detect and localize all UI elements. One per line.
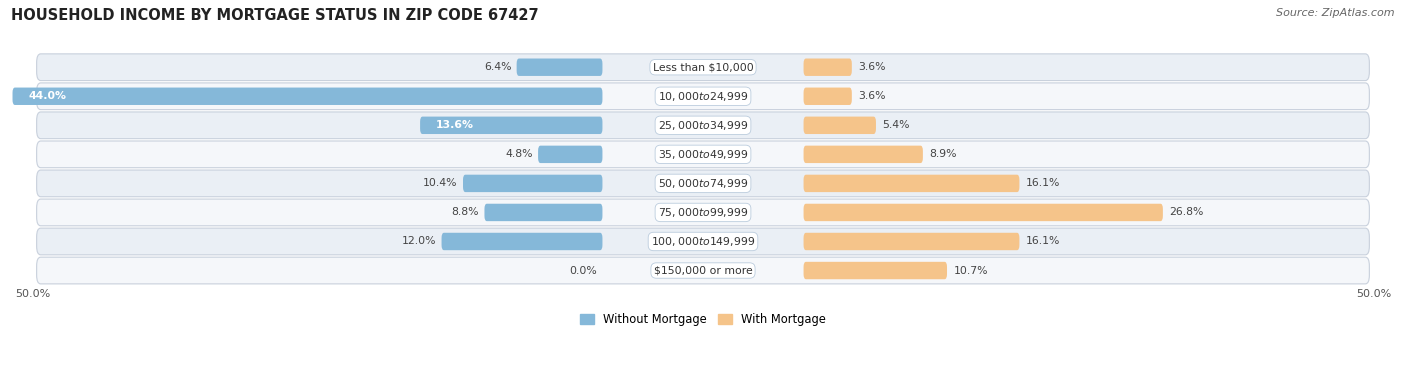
FancyBboxPatch shape — [37, 54, 1369, 81]
Text: 26.8%: 26.8% — [1170, 207, 1204, 218]
Text: 8.8%: 8.8% — [451, 207, 479, 218]
FancyBboxPatch shape — [804, 262, 948, 279]
FancyBboxPatch shape — [37, 199, 1369, 226]
Text: 16.1%: 16.1% — [1026, 178, 1060, 188]
FancyBboxPatch shape — [37, 257, 1369, 284]
FancyBboxPatch shape — [37, 83, 1369, 110]
FancyBboxPatch shape — [441, 233, 602, 250]
Text: 8.9%: 8.9% — [929, 149, 957, 159]
Text: Source: ZipAtlas.com: Source: ZipAtlas.com — [1277, 8, 1395, 18]
Text: $25,000 to $34,999: $25,000 to $34,999 — [658, 119, 748, 132]
Text: 5.4%: 5.4% — [883, 120, 910, 130]
Text: HOUSEHOLD INCOME BY MORTGAGE STATUS IN ZIP CODE 67427: HOUSEHOLD INCOME BY MORTGAGE STATUS IN Z… — [11, 8, 538, 23]
Text: 6.4%: 6.4% — [484, 62, 512, 72]
FancyBboxPatch shape — [37, 170, 1369, 197]
FancyBboxPatch shape — [804, 58, 852, 76]
Text: $100,000 to $149,999: $100,000 to $149,999 — [651, 235, 755, 248]
FancyBboxPatch shape — [516, 58, 602, 76]
FancyBboxPatch shape — [13, 87, 602, 105]
FancyBboxPatch shape — [804, 146, 922, 163]
FancyBboxPatch shape — [538, 146, 602, 163]
Text: 12.0%: 12.0% — [402, 236, 436, 247]
Text: $10,000 to $24,999: $10,000 to $24,999 — [658, 90, 748, 103]
Text: $35,000 to $49,999: $35,000 to $49,999 — [658, 148, 748, 161]
Text: 4.8%: 4.8% — [505, 149, 533, 159]
Text: 16.1%: 16.1% — [1026, 236, 1060, 247]
FancyBboxPatch shape — [804, 87, 852, 105]
FancyBboxPatch shape — [463, 175, 602, 192]
FancyBboxPatch shape — [37, 112, 1369, 139]
FancyBboxPatch shape — [804, 116, 876, 134]
FancyBboxPatch shape — [485, 204, 602, 221]
Text: 0.0%: 0.0% — [569, 265, 598, 276]
FancyBboxPatch shape — [37, 228, 1369, 255]
Text: 10.4%: 10.4% — [423, 178, 457, 188]
Text: 3.6%: 3.6% — [859, 91, 886, 101]
Text: 10.7%: 10.7% — [953, 265, 988, 276]
Text: $150,000 or more: $150,000 or more — [654, 265, 752, 276]
Text: 3.6%: 3.6% — [859, 62, 886, 72]
Legend: Without Mortgage, With Mortgage: Without Mortgage, With Mortgage — [575, 308, 831, 330]
Text: $50,000 to $74,999: $50,000 to $74,999 — [658, 177, 748, 190]
FancyBboxPatch shape — [804, 204, 1163, 221]
Text: Less than $10,000: Less than $10,000 — [652, 62, 754, 72]
Text: 44.0%: 44.0% — [28, 91, 66, 101]
FancyBboxPatch shape — [804, 233, 1019, 250]
Text: $75,000 to $99,999: $75,000 to $99,999 — [658, 206, 748, 219]
Text: 13.6%: 13.6% — [436, 120, 474, 130]
FancyBboxPatch shape — [420, 116, 602, 134]
FancyBboxPatch shape — [804, 175, 1019, 192]
FancyBboxPatch shape — [37, 141, 1369, 168]
